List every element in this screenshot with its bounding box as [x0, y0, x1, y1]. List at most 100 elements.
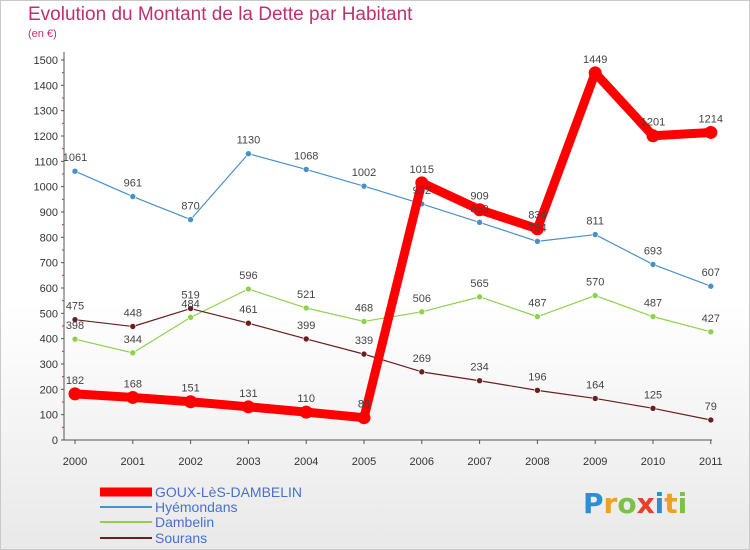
y-tick-label: 1200 — [34, 131, 58, 143]
y-tick-label: 1500 — [34, 55, 58, 67]
data-point — [126, 390, 140, 404]
series-line-1 — [74, 153, 712, 287]
data-point — [245, 150, 252, 158]
data-point — [530, 222, 544, 236]
y-tick-label: 100 — [40, 410, 58, 422]
data-point — [534, 238, 541, 245]
data-label: 427 — [702, 313, 720, 325]
data-point — [707, 282, 715, 290]
x-tick-label: 2006 — [410, 456, 434, 468]
data-label: 234 — [470, 362, 488, 374]
data-label: 961 — [124, 178, 142, 190]
data-label: 565 — [470, 278, 488, 290]
data-label: 79 — [705, 401, 717, 413]
x-tick-label: 2005 — [352, 456, 376, 468]
data-point — [187, 314, 194, 321]
data-point — [184, 395, 198, 409]
data-label: 932 — [413, 185, 431, 197]
y-tick-label: 1300 — [34, 106, 58, 118]
data-point — [71, 167, 79, 175]
data-label: 131 — [239, 388, 257, 400]
data-label: 484 — [181, 298, 199, 310]
x-tick-label: 2003 — [236, 456, 260, 468]
data-label: 344 — [124, 334, 142, 346]
x-tick-label: 2011 — [699, 456, 723, 468]
data-point — [241, 400, 255, 414]
data-point — [245, 319, 252, 327]
data-point — [302, 335, 310, 343]
data-label: 521 — [297, 289, 315, 301]
data-label: 811 — [586, 216, 604, 228]
legend-label: Sourans — [155, 530, 207, 546]
data-label: 784 — [528, 222, 546, 234]
data-point — [646, 129, 660, 143]
data-point — [591, 395, 599, 402]
chart-subtitle: (en €) — [28, 28, 57, 40]
data-point — [129, 349, 137, 357]
data-label: 125 — [644, 389, 662, 401]
y-tick-label: 300 — [40, 359, 58, 371]
x-tick-label: 2009 — [583, 456, 607, 468]
y-tick-label: 0 — [52, 435, 58, 447]
data-point — [591, 292, 599, 299]
data-label: 196 — [528, 371, 546, 383]
data-point — [71, 335, 79, 343]
data-label: 1201 — [641, 117, 665, 129]
data-point — [591, 231, 599, 238]
data-point — [129, 193, 137, 200]
data-label: 596 — [239, 270, 257, 282]
data-point — [360, 182, 368, 190]
y-tick-label: 800 — [40, 232, 58, 244]
data-label: 1214 — [699, 113, 723, 125]
data-point — [360, 350, 368, 358]
data-label: 570 — [586, 277, 604, 289]
data-point — [302, 304, 310, 312]
data-point — [649, 405, 657, 412]
data-label: 487 — [644, 298, 662, 310]
x-tick-label: 2007 — [467, 456, 491, 468]
data-point — [707, 416, 715, 424]
data-label: 182 — [66, 375, 84, 387]
data-label: 468 — [355, 302, 373, 314]
data-point — [534, 313, 541, 320]
data-label: 461 — [239, 304, 257, 316]
data-label: 487 — [528, 298, 546, 310]
data-label: 834 — [528, 210, 546, 222]
data-point — [187, 305, 194, 312]
data-point — [415, 176, 429, 190]
data-label: 448 — [124, 308, 142, 320]
y-tick-label: 900 — [40, 207, 58, 219]
data-point — [473, 203, 487, 217]
y-tick-label: 1400 — [34, 80, 58, 92]
data-label: 1068 — [294, 150, 318, 162]
data-label: 693 — [644, 245, 662, 257]
y-tick-label: 200 — [40, 384, 58, 396]
data-point — [129, 323, 137, 330]
x-tick-label: 2010 — [641, 456, 665, 468]
data-label: 110 — [297, 393, 315, 405]
data-point — [649, 261, 657, 268]
y-tick-label: 1100 — [34, 156, 58, 168]
data-label: 607 — [702, 267, 720, 279]
data-point — [534, 387, 541, 394]
data-label: 1130 — [237, 135, 261, 147]
legend-label: GOUX-LèS-DAMBELIN — [155, 484, 302, 500]
data-label: 88 — [358, 399, 370, 411]
data-point — [707, 328, 715, 336]
proxiti-logo: Proxiti — [583, 487, 688, 520]
data-label: 1015 — [410, 164, 434, 176]
data-point — [245, 285, 252, 293]
data-point — [299, 405, 313, 419]
x-tick-label: 2004 — [294, 456, 318, 468]
data-label: 151 — [181, 383, 199, 395]
x-tick-label: 2002 — [178, 456, 202, 468]
data-point — [476, 293, 483, 301]
data-label: 168 — [124, 378, 142, 390]
data-label: 339 — [355, 335, 373, 347]
data-point — [68, 387, 82, 401]
y-tick-label: 700 — [40, 258, 58, 270]
data-point — [360, 318, 368, 325]
data-point — [418, 368, 426, 376]
data-label: 1061 — [63, 152, 87, 164]
data-label: 870 — [181, 201, 199, 213]
